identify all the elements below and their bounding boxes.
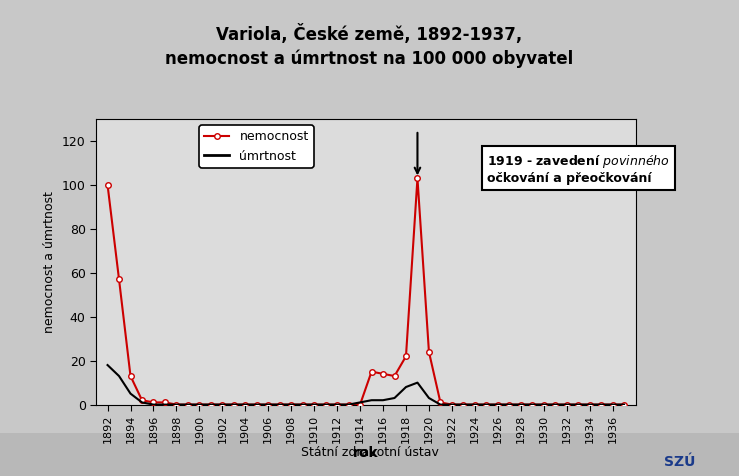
Y-axis label: nemocnost a úmrtnost: nemocnost a úmrtnost <box>43 191 56 333</box>
Text: SZÚ: SZÚ <box>664 455 695 469</box>
X-axis label: rok: rok <box>353 446 378 460</box>
Text: nemocnost a úmrtnost na 100 000 obyvatel: nemocnost a úmrtnost na 100 000 obyvatel <box>166 50 573 69</box>
Text: Variola, České země, 1892-1937,: Variola, České země, 1892-1937, <box>217 24 522 44</box>
Legend: nemocnost, úmrtnost: nemocnost, úmrtnost <box>200 125 313 168</box>
Text: Státní zdravotní ústav: Státní zdravotní ústav <box>301 446 438 459</box>
Text: 1919 - zavedení $\it{povinného}$
očkování a přeočkování: 1919 - zavedení $\it{povinného}$ očkován… <box>487 153 670 185</box>
